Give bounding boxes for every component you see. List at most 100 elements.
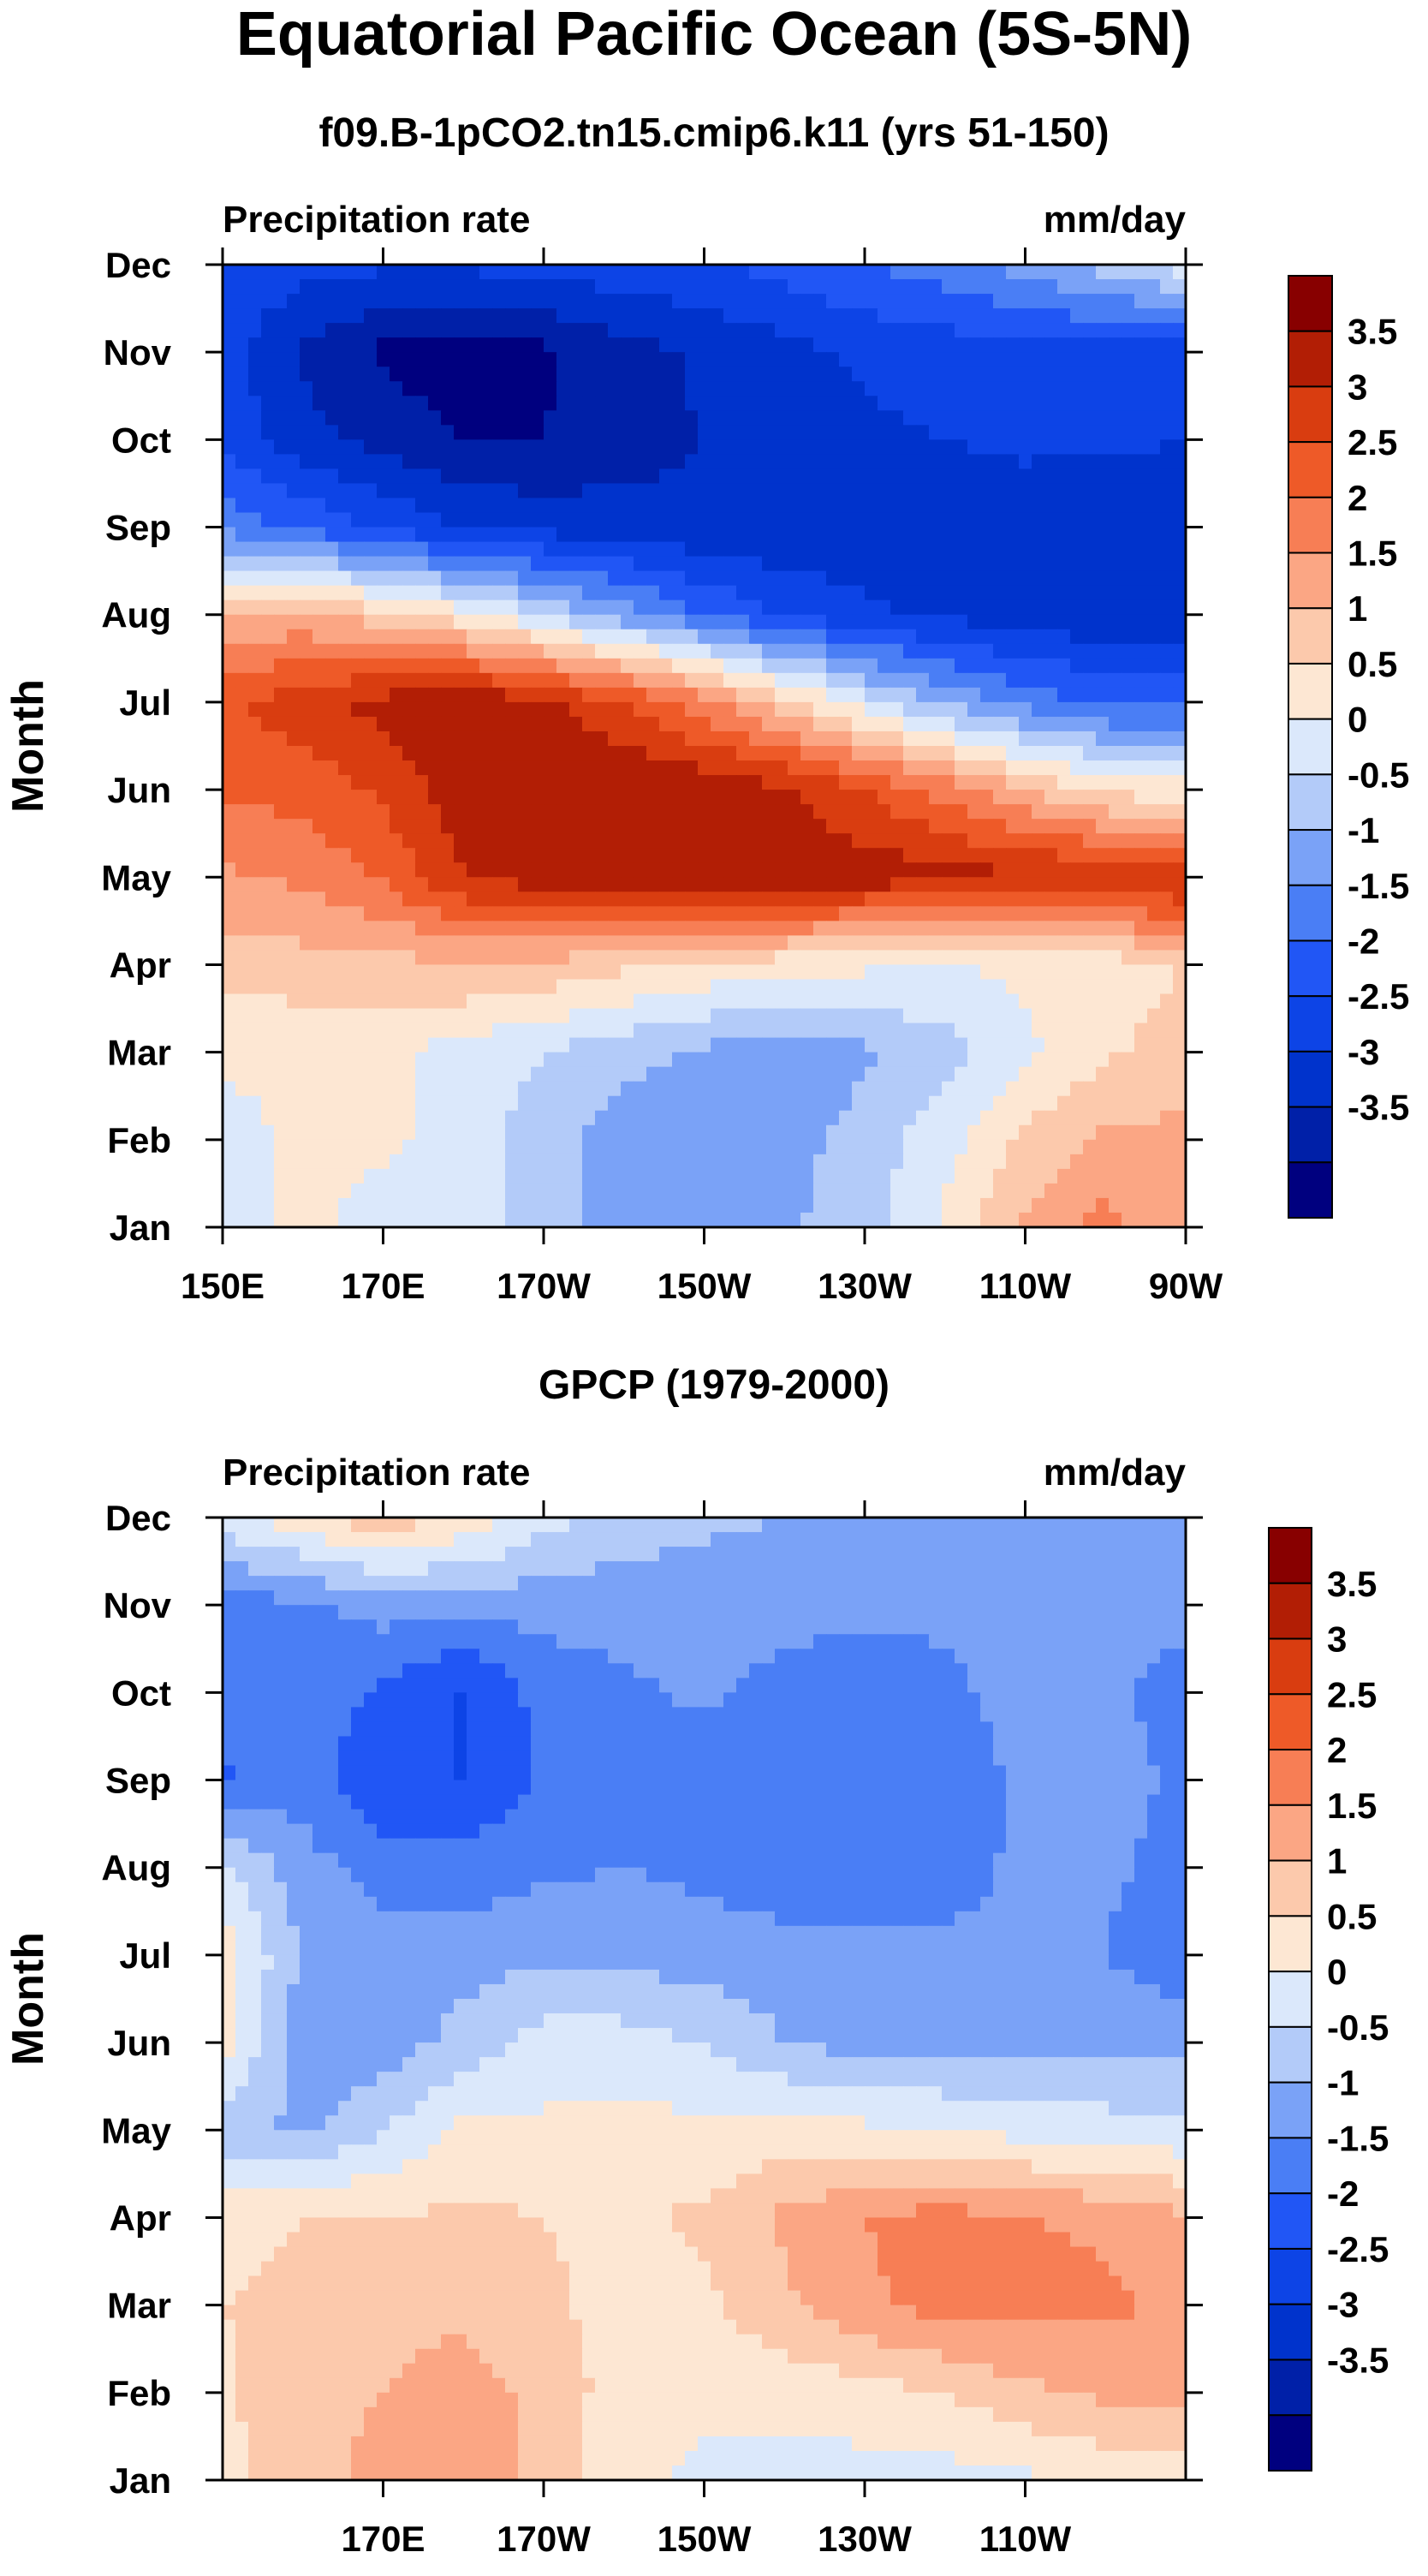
contour-cell [762, 1095, 776, 1112]
contour-cell [967, 1037, 981, 1053]
contour-cell [942, 1008, 955, 1024]
contour-cell [441, 570, 455, 587]
contour-cell [865, 527, 878, 543]
contour-cell [646, 468, 660, 485]
contour-cell [993, 833, 1007, 849]
contour-cell [942, 921, 955, 936]
contour-cell [531, 1124, 544, 1141]
contour-cell [1044, 819, 1058, 834]
contour-cell [441, 1023, 455, 1039]
contour-cell [1096, 1023, 1110, 1039]
contour-cell [916, 979, 930, 995]
contour-cell [544, 294, 557, 309]
contour-cell [749, 381, 763, 397]
contour-cell [274, 367, 288, 382]
contour-cell [428, 833, 442, 849]
contour-cell [890, 848, 904, 863]
contour-cell [608, 308, 622, 324]
contour-cell [929, 1110, 943, 1126]
contour-cell [878, 833, 891, 849]
contour-cell [274, 599, 288, 616]
contour-cell [287, 1124, 300, 1141]
contour-cell [1083, 1052, 1097, 1068]
contour-cell [1096, 556, 1110, 572]
y-tick-label-jan: Jan [110, 1208, 171, 1248]
contour-cell [1032, 1168, 1045, 1184]
contour-cell [454, 541, 467, 558]
contour-cell [479, 979, 493, 995]
contour-cell [608, 1168, 622, 1184]
contour-cell [415, 352, 429, 367]
contour-cell [852, 790, 866, 805]
contour-cell [800, 468, 814, 485]
contour-cell [1044, 1183, 1058, 1199]
contour-cell [608, 265, 622, 280]
contour-cell [479, 716, 493, 732]
contour-cell [672, 294, 686, 309]
contour-cell [749, 425, 763, 440]
contour-cell [1083, 323, 1097, 338]
contour-cell [1122, 993, 1135, 1010]
contour-cell [1044, 1154, 1058, 1170]
contour-cell [544, 483, 557, 499]
contour-cell [1160, 979, 1174, 995]
contour-cell [235, 265, 249, 280]
contour-cell [890, 790, 904, 805]
contour-cell [1173, 396, 1187, 411]
contour-cell [672, 1008, 686, 1024]
contour-cell [916, 1154, 930, 1170]
contour-cell [441, 687, 455, 703]
contour-cell [800, 746, 814, 761]
contour-cell [1019, 833, 1032, 849]
contour-cell [1057, 1023, 1071, 1039]
contour-cell [505, 1023, 519, 1039]
contour-cell [428, 1023, 442, 1039]
contour-cell [659, 819, 673, 834]
contour-cell [223, 1139, 236, 1155]
contour-cell [852, 1183, 866, 1199]
contour-cell [980, 468, 994, 485]
contour-cell [685, 585, 699, 601]
contour-cell [1173, 585, 1187, 601]
contour-cell [672, 381, 686, 397]
contour-cell [967, 658, 981, 674]
contour-cell [556, 1008, 570, 1024]
contour-cell [788, 760, 801, 776]
contour-cell [595, 468, 609, 485]
contour-cell [235, 1183, 249, 1199]
contour-cell [492, 1095, 506, 1112]
contour-cell [454, 614, 467, 630]
contour-cell [223, 1066, 236, 1082]
contour-cell [621, 1168, 634, 1184]
contour-cell [685, 746, 699, 761]
contour-cell [1032, 964, 1045, 981]
contour-cell [300, 964, 313, 981]
contour-cell [1070, 454, 1084, 470]
contour-cell [839, 862, 853, 878]
contour-cell [646, 760, 660, 776]
contour-cell [544, 308, 557, 324]
contour-cell [890, 993, 904, 1010]
contour-cell [672, 1168, 686, 1184]
contour-cell [531, 877, 544, 892]
contour-cell [1160, 1110, 1174, 1126]
contour-cell [235, 381, 249, 397]
contour-cell [415, 570, 429, 587]
contour-cell [505, 819, 519, 834]
contour-cell [1006, 308, 1020, 324]
contour-cell [839, 337, 853, 353]
contour-cell [621, 790, 634, 805]
contour-cell [287, 570, 300, 587]
contour-cell [1070, 1212, 1084, 1228]
contour-cell [646, 556, 660, 572]
contour-cell [646, 279, 660, 295]
contour-cell [1044, 862, 1058, 878]
contour-cell [505, 410, 519, 426]
contour-cell [1147, 848, 1161, 863]
contour-cell [1044, 1066, 1058, 1082]
contour-cell [248, 367, 262, 382]
contour-cell [711, 877, 724, 892]
contour-cell [1134, 877, 1148, 892]
contour-cell [1070, 556, 1084, 572]
contour-cell [531, 337, 544, 353]
